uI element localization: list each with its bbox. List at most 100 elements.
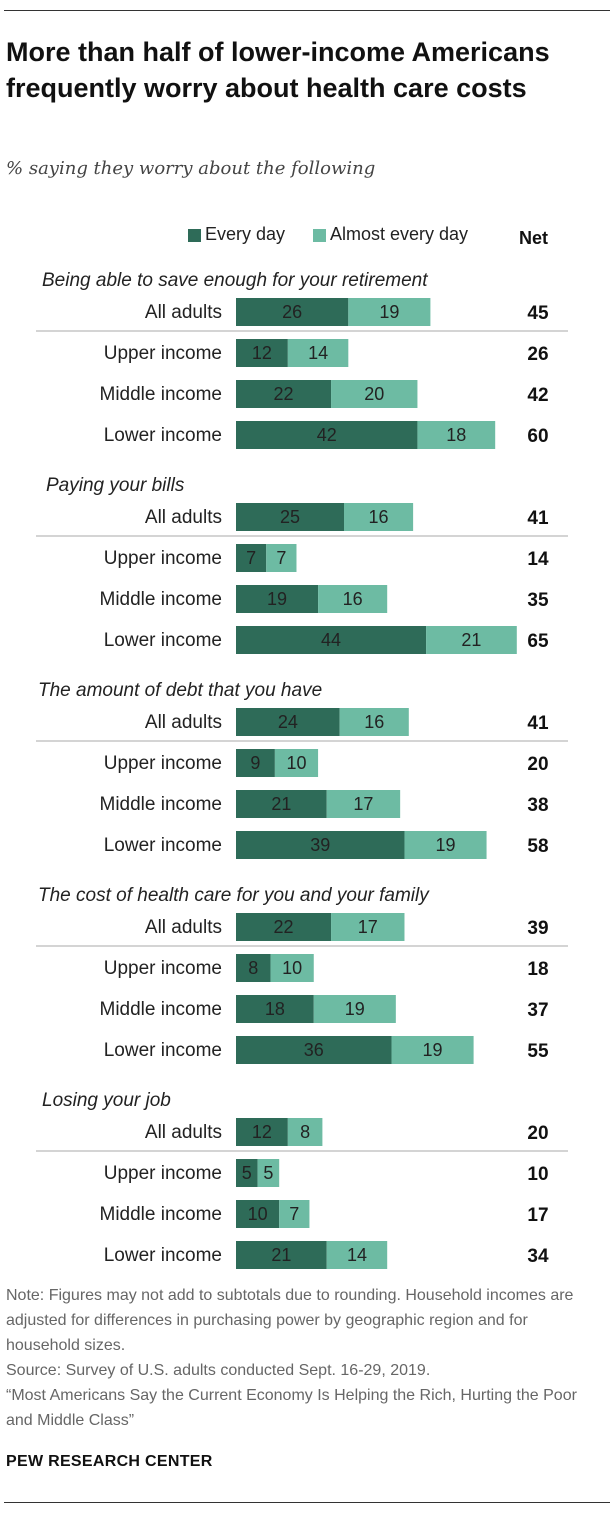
bar-every-day <box>236 749 275 777</box>
bar-every-day <box>236 585 319 613</box>
bar-every-day <box>236 954 271 982</box>
bar-every-day <box>236 626 427 654</box>
legend-every-day-label: Every day <box>205 224 286 244</box>
category-title: The amount of debt that you have <box>38 680 322 701</box>
net-value: 26 <box>527 344 548 365</box>
bar-value-every-day: 21 <box>271 1245 291 1265</box>
net-value: 20 <box>527 1123 548 1144</box>
bar-almost-every-day <box>391 1036 474 1064</box>
category-title: The cost of health care for you and your… <box>38 885 430 906</box>
bar-value-almost-every-day: 7 <box>289 1204 299 1224</box>
row-label: Middle income <box>100 384 223 405</box>
net-value: 10 <box>527 1164 548 1185</box>
bar-value-every-day: 18 <box>265 999 285 1019</box>
bar-every-day <box>236 1036 392 1064</box>
bar-value-every-day: 25 <box>280 507 300 527</box>
bar-every-day <box>236 708 340 736</box>
net-value: 65 <box>527 631 549 652</box>
bar-value-every-day: 22 <box>274 917 294 937</box>
net-value: 39 <box>527 918 548 939</box>
bar-every-day <box>236 790 327 818</box>
net-value: 55 <box>527 1041 549 1062</box>
legend-every-day-swatch <box>188 229 201 242</box>
chart-title: More than half of lower-income Americans… <box>6 37 550 103</box>
net-value: 18 <box>527 959 548 980</box>
bar-value-every-day: 24 <box>278 712 298 732</box>
bar-almost-every-day <box>417 421 496 449</box>
bar-value-almost-every-day: 16 <box>364 712 384 732</box>
bar-value-every-day: 10 <box>248 1204 268 1224</box>
row-label: Lower income <box>104 1040 222 1061</box>
net-value: 38 <box>527 795 548 816</box>
legend-almost-every-day-swatch <box>313 229 326 242</box>
row-label: Lower income <box>104 835 222 856</box>
row-label: All adults <box>145 302 222 323</box>
bar-value-every-day: 39 <box>310 835 330 855</box>
pew-research-center-logo-text: PEW RESEARCH CENTER <box>6 1453 213 1470</box>
bar-value-almost-every-day: 16 <box>343 589 363 609</box>
net-value: 17 <box>527 1205 548 1226</box>
row-label: Upper income <box>104 548 222 569</box>
bar-every-day <box>236 421 418 449</box>
note-text: Note: Figures may not add to subtotals d… <box>6 1287 574 1354</box>
bar-value-every-day: 12 <box>252 1122 272 1142</box>
bar-value-almost-every-day: 17 <box>353 794 373 814</box>
bar-almost-every-day <box>426 626 517 654</box>
bar-every-day <box>236 995 314 1023</box>
bar-almost-every-day <box>270 954 314 982</box>
bar-every-day <box>236 1118 288 1146</box>
bar-value-almost-every-day: 19 <box>345 999 365 1019</box>
row-label: Lower income <box>104 630 222 651</box>
bar-almost-every-day <box>326 790 401 818</box>
bar-almost-every-day <box>331 380 418 408</box>
bar-almost-every-day <box>318 585 388 613</box>
bar-every-day <box>236 503 344 531</box>
bar-every-day <box>236 380 332 408</box>
net-value: 45 <box>527 303 549 324</box>
source-text: Source: Survey of U.S. adults conducted … <box>6 1362 431 1379</box>
bar-value-almost-every-day: 19 <box>436 835 456 855</box>
top-rule <box>4 10 610 11</box>
bar-almost-every-day <box>348 298 431 326</box>
row-label: All adults <box>145 917 222 938</box>
row-label: Upper income <box>104 958 222 979</box>
bar-almost-every-day <box>313 995 396 1023</box>
bottom-rule <box>4 1502 610 1503</box>
row-label: Upper income <box>104 753 222 774</box>
row-label: All adults <box>145 712 222 733</box>
bar-value-almost-every-day: 17 <box>358 917 378 937</box>
row-label: Upper income <box>104 1163 222 1184</box>
bar-almost-every-day <box>266 544 297 572</box>
net-value: 20 <box>527 754 548 775</box>
bar-value-every-day: 42 <box>317 425 337 445</box>
bar-almost-every-day <box>326 1241 388 1269</box>
bar-almost-every-day <box>279 1200 310 1228</box>
bar-every-day <box>236 298 349 326</box>
bar-almost-every-day <box>287 339 349 367</box>
bar-value-every-day: 26 <box>282 302 302 322</box>
bar-value-almost-every-day: 19 <box>423 1040 443 1060</box>
row-label: All adults <box>145 507 222 528</box>
bar-every-day <box>236 339 288 367</box>
net-value: 37 <box>527 1000 548 1021</box>
net-value: 34 <box>527 1246 549 1267</box>
stacked-bar-chart: Being able to save enough for your retir… <box>36 270 568 1269</box>
bar-almost-every-day <box>287 1118 323 1146</box>
row-label: Lower income <box>104 1245 222 1266</box>
bar-value-almost-every-day: 10 <box>286 753 306 773</box>
bar-almost-every-day <box>339 708 409 736</box>
net-value: 35 <box>527 590 549 611</box>
row-label: Middle income <box>100 589 223 610</box>
bar-value-almost-every-day: 7 <box>276 548 286 568</box>
bar-value-almost-every-day: 10 <box>282 958 302 978</box>
bar-value-almost-every-day: 14 <box>308 343 328 363</box>
bar-value-every-day: 21 <box>271 794 291 814</box>
bar-value-almost-every-day: 8 <box>300 1122 310 1142</box>
bar-value-every-day: 44 <box>321 630 341 650</box>
net-value: 58 <box>527 836 548 857</box>
bar-value-almost-every-day: 16 <box>369 507 389 527</box>
category-title: Being able to save enough for your retir… <box>42 270 428 291</box>
bar-every-day <box>236 913 332 941</box>
bar-value-every-day: 7 <box>246 548 256 568</box>
bar-value-almost-every-day: 20 <box>364 384 384 404</box>
